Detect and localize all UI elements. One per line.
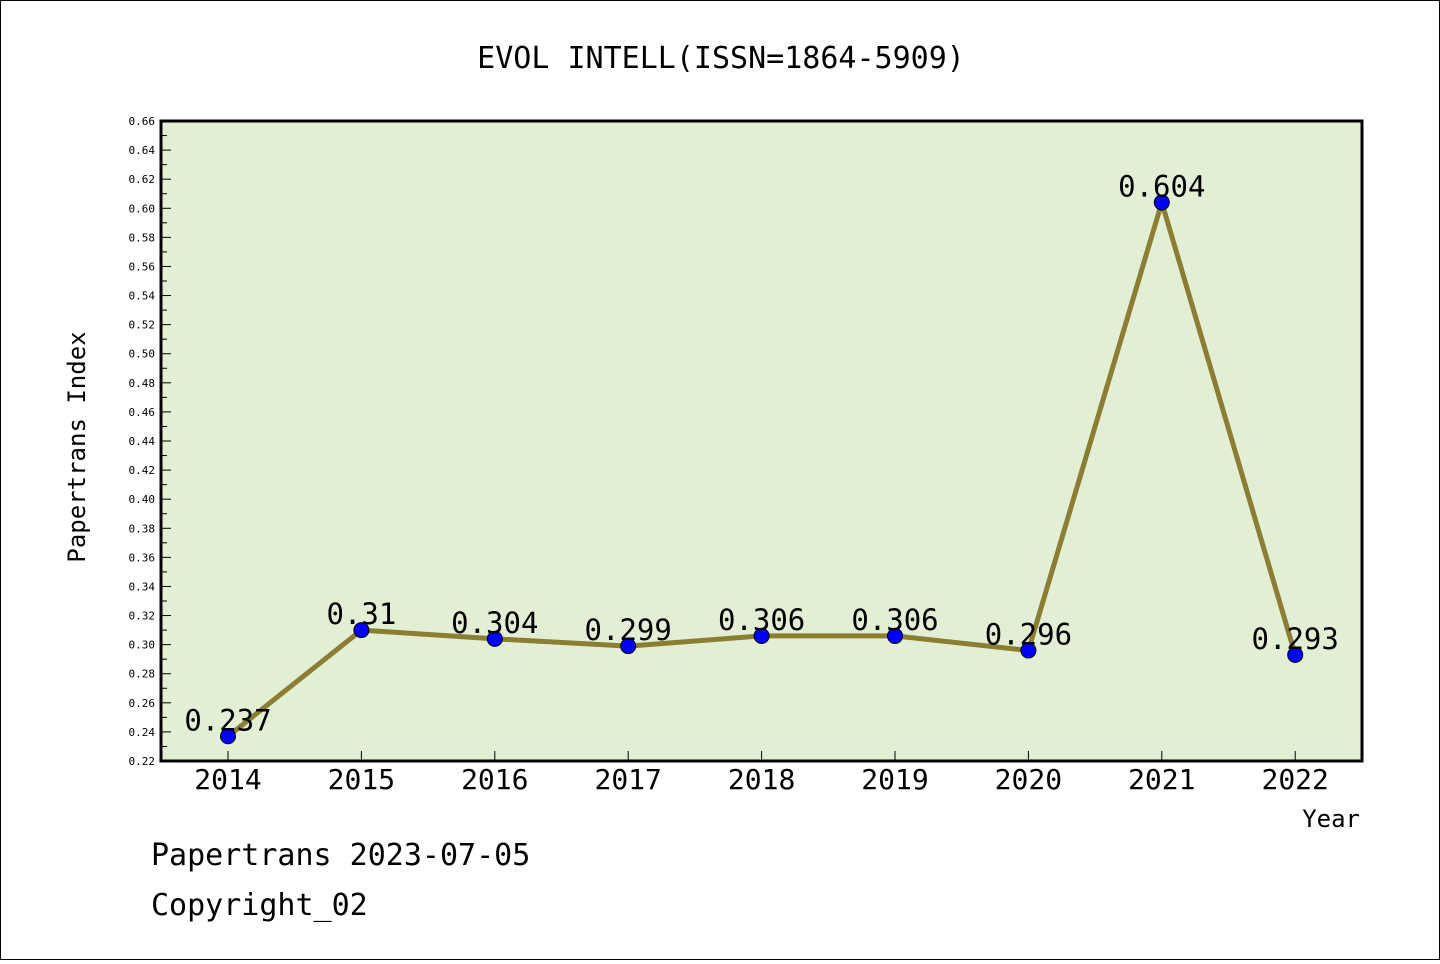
data-label: 0.31	[326, 597, 396, 631]
data-label: 0.299	[585, 613, 672, 647]
data-point	[486, 630, 503, 647]
x-tick-label: 2022	[1261, 763, 1328, 796]
y-tick-label: 0.48	[129, 377, 156, 390]
y-tick-label: 0.42	[129, 464, 156, 477]
y-tick-label: 0.32	[129, 610, 156, 623]
y-tick-label: 0.34	[129, 580, 156, 593]
x-axis-ticks: 2014 2015 2016 2017 2018 2019 2020 2021 2022	[194, 751, 1329, 796]
x-tick-label: 2020	[995, 763, 1062, 796]
y-tick-label: 0.46	[129, 406, 156, 419]
data-point	[220, 728, 236, 745]
y-tick-label: 0.60	[129, 202, 156, 215]
y-tick-label: 0.50	[129, 348, 156, 361]
plot-area	[159, 119, 1364, 763]
data-labels: 0.237 0.31 0.304 0.299 0.306 0.306 0.296 0.604 0…	[184, 169, 1339, 737]
data-point	[753, 627, 770, 644]
y-tick-label: 0.64	[129, 144, 156, 157]
y-tick-label: 0.66	[129, 115, 156, 128]
footer-copyright: Copyright_02	[151, 888, 368, 923]
data-markers	[220, 194, 1304, 745]
data-point	[353, 622, 370, 639]
y-axis-ticks: 0.22 0.24 0.26 0.28 0.30 0.32 0.34 0.36 0.38 0.40…	[129, 115, 171, 768]
x-tick-label: 2016	[461, 763, 528, 796]
y-tick-label: 0.24	[129, 726, 156, 739]
x-tick-label: 2014	[194, 763, 261, 796]
y-tick-label: 0.44	[129, 435, 156, 448]
data-label: 0.306	[851, 603, 938, 637]
x-tick-label: 2015	[328, 763, 395, 796]
y-tick-label: 0.36	[129, 551, 156, 564]
y-tick-label: 0.28	[129, 668, 156, 681]
y-tick-label: 0.52	[129, 319, 156, 332]
data-label: 0.237	[184, 703, 271, 737]
data-point	[887, 627, 903, 644]
data-point	[1020, 642, 1037, 659]
x-tick-label: 2021	[1128, 763, 1195, 796]
y-tick-label: 0.38	[129, 522, 156, 535]
y-tick-label: 0.62	[129, 173, 156, 186]
data-label: 0.293	[1252, 622, 1339, 656]
y-tick-label: 0.22	[129, 755, 156, 768]
y-tick-label: 0.56	[129, 260, 156, 273]
x-tick-label: 2018	[728, 763, 795, 796]
chart-title: EVOL INTELL(ISSN=1864-5909)	[477, 41, 965, 76]
y-tick-label: 0.58	[129, 231, 156, 244]
data-label: 0.296	[985, 617, 1072, 651]
y-axis-label: Papertrans Index	[63, 331, 91, 562]
footer-date: Papertrans 2023-07-05	[151, 838, 530, 873]
y-tick-label: 0.54	[129, 290, 156, 303]
y-tick-label: 0.30	[129, 639, 156, 652]
data-label: 0.304	[451, 606, 538, 640]
data-label: 0.604	[1118, 169, 1205, 203]
x-axis-label: Year	[1302, 805, 1360, 833]
x-tick-label: 2019	[861, 763, 928, 796]
data-point	[1153, 194, 1170, 211]
y-tick-label: 0.26	[129, 697, 156, 710]
data-label: 0.306	[718, 603, 805, 637]
x-tick-label: 2017	[594, 763, 661, 796]
y-tick-label: 0.40	[129, 493, 156, 506]
data-point	[1287, 646, 1304, 663]
data-point	[620, 638, 637, 655]
